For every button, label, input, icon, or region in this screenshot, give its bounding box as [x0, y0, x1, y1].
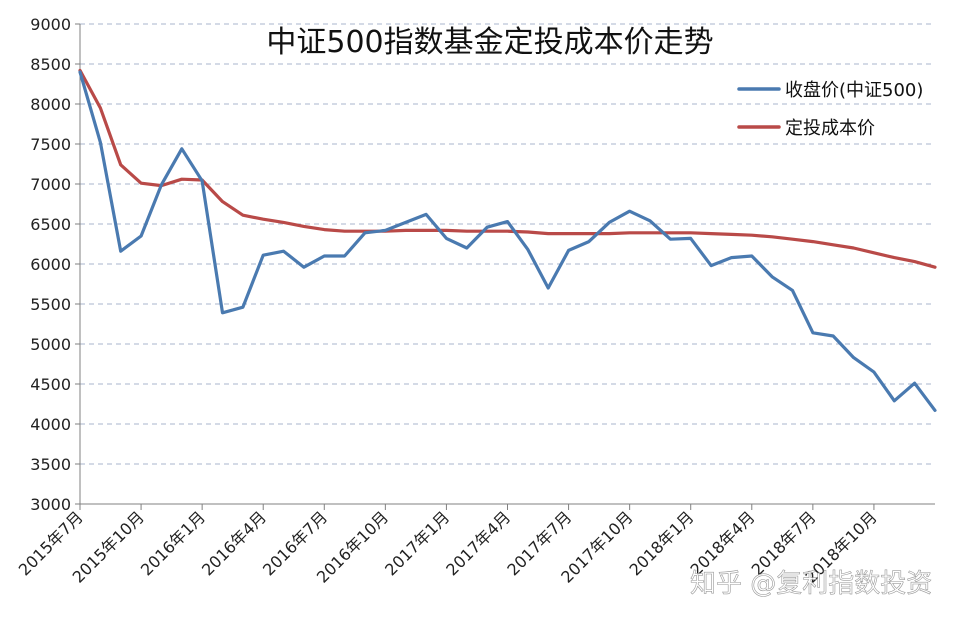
y-tick-label: 6500 — [30, 215, 71, 234]
y-tick-label: 3000 — [30, 495, 71, 514]
y-tick-label: 6000 — [30, 255, 71, 274]
series-line-cost-price — [78, 68, 937, 269]
y-tick-label: 3500 — [30, 455, 71, 474]
legend-label: 收盘价(中证500) — [785, 80, 923, 101]
x-tick-label: 2016年1月 — [137, 507, 209, 579]
series-line-close-price — [78, 70, 937, 412]
x-tick-label: 2018年1月 — [625, 507, 697, 579]
y-tick-label: 9000 — [30, 15, 71, 34]
chart-title: 中证500指数基金定投成本价走势 — [266, 25, 713, 60]
y-tick-label: 7500 — [30, 135, 71, 154]
x-tick-label: 2017年1月 — [381, 507, 453, 579]
legend-item-cost-price: 定投成本价 — [737, 118, 875, 139]
y-tick-label: 8000 — [30, 95, 71, 114]
y-tick-label: 7000 — [30, 175, 71, 194]
legend-label: 定投成本价 — [785, 118, 875, 139]
y-tick-label: 4000 — [30, 415, 71, 434]
legend: 收盘价(中证500) 定投成本价 — [737, 80, 923, 139]
series-layer — [78, 68, 937, 412]
y-tick-label: 5500 — [30, 295, 71, 314]
legend-item-close-price: 收盘价(中证500) — [737, 80, 923, 101]
x-tick-label: 2016年4月 — [198, 507, 270, 579]
y-tick-label: 8500 — [30, 55, 71, 74]
y-tick-label: 5000 — [30, 335, 71, 354]
x-tick-label: 2017年4月 — [442, 507, 514, 579]
watermark-text: 知乎 @复利指数投资 — [690, 569, 932, 599]
y-tick-label: 4500 — [30, 375, 71, 394]
